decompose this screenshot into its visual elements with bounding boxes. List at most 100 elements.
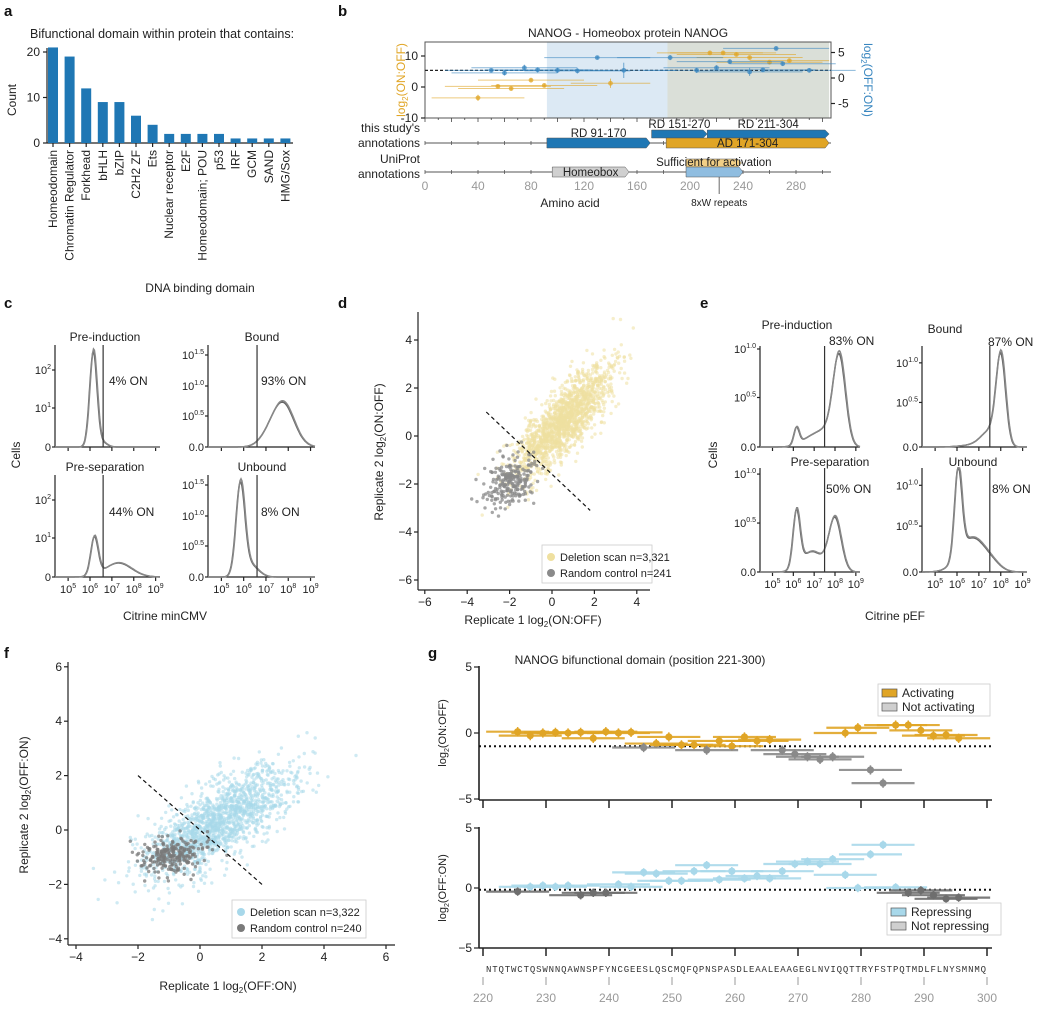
data-point-off-on (502, 70, 507, 76)
data-point-deletion-scan (554, 408, 558, 413)
data-point-deletion-scan (591, 371, 595, 375)
tick-exponent: 6 (798, 578, 802, 585)
data-point-deletion-scan (269, 804, 273, 808)
data-point-deletion-scan (196, 889, 201, 893)
data-point-deletion-scan (273, 789, 278, 793)
tick-exponent: 9 (315, 583, 319, 590)
data-point-deletion-scan (539, 472, 544, 476)
data-point-random-control (489, 469, 493, 474)
data-point-deletion-scan (299, 779, 303, 783)
bar-homeodomain-pou (197, 133, 208, 143)
data-point-random-control (193, 840, 197, 844)
data-point-random-control (526, 463, 531, 467)
data-point-random-control (155, 847, 159, 851)
data-point-random-control (189, 838, 193, 843)
histogram-curve-replicate-2 (760, 349, 861, 448)
data-point-deletion-scan (277, 797, 281, 801)
data-point-deletion-scan (525, 441, 529, 445)
data-point-deletion-scan (568, 364, 573, 368)
data-point-deletion-scan (238, 792, 242, 797)
data-point-deletion-scan (223, 787, 227, 791)
tick-exponent: 1 (47, 532, 51, 539)
data-point-deletion-scan (250, 796, 255, 800)
data-point-deletion-scan (527, 441, 531, 445)
data-point-random-control (161, 863, 165, 868)
data-point-deletion-scan (480, 513, 484, 517)
data-point-deletion-scan (317, 783, 321, 788)
tick-base: 10 (182, 411, 194, 423)
data-point-deletion-scan (139, 869, 144, 873)
data-point-deletion-scan (198, 803, 202, 807)
data-point-deletion-scan (225, 831, 229, 835)
data-point-deletion-scan (177, 823, 182, 828)
data-point-deletion-scan (595, 361, 599, 365)
data-point-deletion-scan (276, 752, 281, 756)
data-point-repressing (879, 841, 887, 849)
data-point-deletion-scan (169, 832, 173, 836)
data-point-deletion-scan (153, 822, 157, 826)
data-point-random-control (532, 462, 537, 466)
data-point-random-control (153, 870, 157, 874)
data-point-deletion-scan (297, 766, 301, 770)
data-point-not-repressing (917, 886, 925, 895)
data-point-deletion-scan (253, 798, 258, 802)
data-point-deletion-scan (548, 394, 553, 398)
data-point-deletion-scan (230, 798, 234, 802)
data-point-random-control (530, 461, 534, 466)
data-point-random-control (482, 482, 486, 486)
data-point-deletion-scan (544, 459, 549, 464)
threshold-line (485, 411, 591, 511)
label-sub: 2 (444, 748, 451, 752)
data-point-deletion-scan (609, 382, 613, 386)
data-point-not-activating (866, 766, 875, 774)
tick-exponent: 0.5 (194, 410, 204, 417)
data-point-deletion-scan (609, 411, 613, 416)
y-tick-label: 4 (405, 333, 412, 347)
tick-exponent: 0.5 (908, 396, 918, 403)
y-tick-label: 0 (45, 572, 51, 584)
data-point-deletion-scan (563, 391, 567, 396)
data-point-deletion-scan (236, 804, 241, 808)
data-point-random-control (178, 858, 182, 863)
data-point-random-control (525, 473, 529, 478)
data-point-deletion-scan (228, 807, 232, 811)
bar-chromatin-regulator (64, 56, 75, 143)
data-point-on-off (541, 83, 547, 88)
data-point-random-control (498, 500, 502, 504)
data-point-deletion-scan (592, 365, 596, 369)
data-point-deletion-scan (257, 750, 261, 754)
data-point-deletion-scan (502, 462, 506, 467)
data-point-deletion-scan (144, 850, 148, 855)
data-point-deletion-scan (593, 405, 597, 409)
data-point-deletion-scan (214, 796, 219, 801)
data-point-deletion-scan (202, 826, 206, 830)
data-point-random-control (147, 869, 151, 874)
x-tick-label: Homeodomain (46, 150, 60, 228)
data-point-deletion-scan (247, 783, 252, 787)
data-point-random-control (155, 863, 160, 867)
data-point-deletion-scan (150, 838, 155, 842)
chart-title: Bifunctional domain within protein that … (30, 27, 294, 41)
data-point-random-control (182, 858, 186, 862)
tick-exponent: 0.5 (194, 540, 204, 547)
y-tick-label: 100.5 (734, 517, 756, 530)
data-point-deletion-scan (178, 807, 182, 812)
x-tick-label: 109 (848, 578, 864, 591)
data-point-repressing (892, 883, 900, 892)
data-point-random-control (525, 476, 529, 481)
data-point-deletion-scan (159, 816, 164, 820)
data-point-off-on (714, 65, 719, 71)
data-point-random-control (495, 487, 499, 492)
data-point-deletion-scan (161, 831, 165, 835)
data-point-deletion-scan (268, 783, 273, 788)
data-point-random-control (517, 499, 521, 503)
data-point-deletion-scan (585, 386, 590, 390)
left-y-tick-label: -10 (401, 111, 419, 125)
data-point-deletion-scan (560, 383, 564, 387)
data-point-deletion-scan (185, 872, 190, 876)
data-point-deletion-scan (574, 426, 579, 431)
data-point-random-control (511, 453, 515, 457)
data-point-deletion-scan (223, 827, 227, 831)
data-point-on-off (747, 55, 753, 60)
data-point-deletion-scan (170, 808, 174, 812)
